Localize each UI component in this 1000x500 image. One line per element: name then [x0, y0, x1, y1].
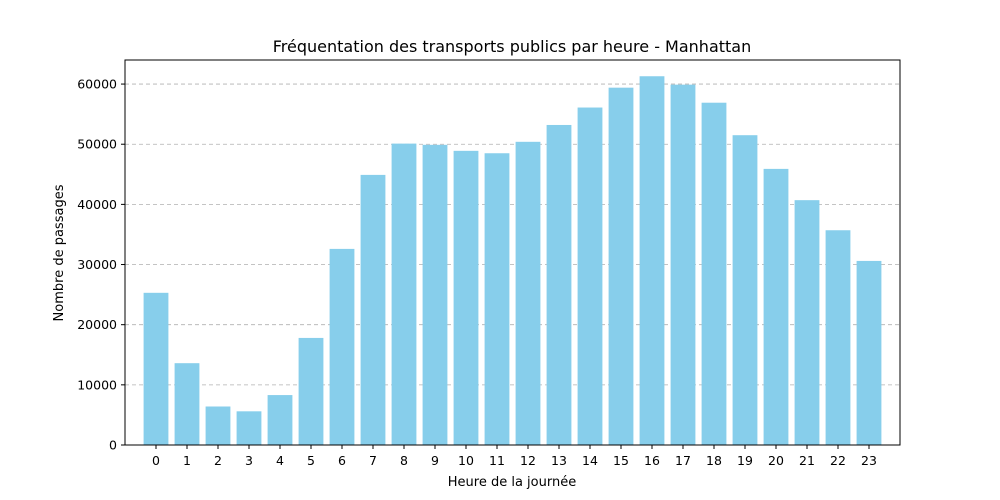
bar [391, 143, 417, 445]
bar [732, 135, 758, 445]
bar [329, 248, 355, 445]
bar [515, 141, 541, 445]
x-tick-label: 14 [582, 453, 598, 468]
bar [298, 337, 324, 445]
bar [825, 230, 851, 445]
x-tick-label: 12 [520, 453, 536, 468]
y-tick-label: 0 [109, 438, 117, 453]
x-tick-label: 5 [307, 453, 315, 468]
bar [763, 168, 789, 445]
bar [484, 153, 510, 445]
x-tick-label: 3 [245, 453, 253, 468]
x-tick-label: 21 [799, 453, 815, 468]
chart-title: Fréquentation des transports publics par… [273, 37, 752, 56]
y-axis-label: Nombre de passages [52, 184, 67, 321]
x-tick-label: 23 [861, 453, 877, 468]
x-tick-label: 16 [644, 453, 660, 468]
x-axis-label: Heure de la journée [448, 475, 576, 490]
bar [267, 395, 293, 445]
x-tick-label: 6 [338, 453, 346, 468]
x-tick-label: 22 [830, 453, 846, 468]
y-tick-label: 10000 [77, 377, 117, 392]
x-tick-label: 10 [458, 453, 474, 468]
x-tick-label: 20 [768, 453, 784, 468]
x-tick-label: 0 [152, 453, 160, 468]
y-tick-label: 30000 [77, 257, 117, 272]
bar [174, 363, 200, 445]
bar [608, 87, 634, 445]
x-tick-label: 1 [183, 453, 191, 468]
bar [670, 84, 696, 445]
bar [143, 292, 169, 445]
plot-frame [124, 59, 901, 446]
x-tick-label: 17 [675, 453, 691, 468]
x-tick-label: 8 [400, 453, 408, 468]
y-tick-label: 20000 [77, 317, 117, 332]
y-tick-label: 40000 [77, 197, 117, 212]
bar [856, 260, 882, 445]
y-tick-label: 50000 [77, 137, 117, 152]
x-axis-ticks: 0 1 2 3 4 5 6 7 8 9 10 11 12 13 14 15 16 17 18 19 20 21 22 23 [152, 445, 877, 468]
bar [453, 150, 479, 445]
y-tick-label: 60000 [77, 77, 117, 92]
x-tick-label: 18 [706, 453, 722, 468]
bar [422, 144, 448, 445]
bar [639, 76, 665, 445]
x-tick-label: 9 [431, 453, 439, 468]
bar [360, 174, 386, 445]
x-tick-label: 15 [613, 453, 629, 468]
bar [577, 107, 603, 445]
y-axis-ticks: 0 10000 20000 30000 40000 50000 60000 [77, 77, 125, 453]
x-tick-label: 7 [369, 453, 377, 468]
bar [205, 406, 231, 445]
x-tick-label: 13 [551, 453, 567, 468]
x-tick-label: 19 [737, 453, 753, 468]
x-tick-label: 4 [276, 453, 284, 468]
bar [794, 200, 820, 445]
bar [546, 124, 572, 445]
bars [143, 76, 882, 445]
x-tick-label: 2 [214, 453, 222, 468]
bar [701, 102, 727, 445]
x-tick-label: 11 [489, 453, 505, 468]
bar [236, 411, 262, 445]
